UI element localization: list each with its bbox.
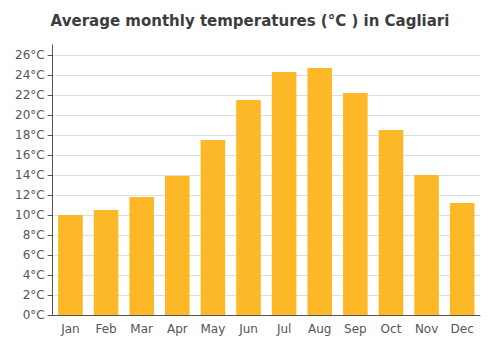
- svg-text:4°C: 4°C: [23, 268, 45, 282]
- svg-text:Oct: Oct: [381, 322, 402, 336]
- svg-text:Jul: Jul: [276, 322, 291, 336]
- svg-text:0°C: 0°C: [23, 308, 45, 322]
- svg-text:26°C: 26°C: [15, 48, 45, 62]
- svg-text:Nov: Nov: [415, 322, 438, 336]
- svg-text:Apr: Apr: [167, 322, 188, 336]
- svg-text:12°C: 12°C: [15, 188, 45, 202]
- svg-text:Jan: Jan: [60, 322, 80, 336]
- svg-text:Mar: Mar: [130, 322, 153, 336]
- svg-text:16°C: 16°C: [15, 148, 45, 162]
- svg-text:Average monthly temperatures (: Average monthly temperatures (°C ) in Ca…: [51, 12, 450, 30]
- svg-text:Dec: Dec: [451, 322, 474, 336]
- svg-text:22°C: 22°C: [15, 88, 45, 102]
- svg-text:8°C: 8°C: [23, 228, 45, 242]
- svg-text:2°C: 2°C: [23, 288, 45, 302]
- svg-text:6°C: 6°C: [23, 248, 45, 262]
- svg-text:24°C: 24°C: [15, 68, 45, 82]
- svg-text:Aug: Aug: [308, 322, 331, 336]
- svg-text:Jun: Jun: [238, 322, 258, 336]
- svg-text:20°C: 20°C: [15, 108, 45, 122]
- svg-text:Sep: Sep: [344, 322, 367, 336]
- svg-text:18°C: 18°C: [15, 128, 45, 142]
- svg-text:10°C: 10°C: [15, 208, 45, 222]
- svg-text:14°C: 14°C: [15, 168, 45, 182]
- svg-text:Feb: Feb: [95, 322, 116, 336]
- svg-text:May: May: [200, 322, 225, 336]
